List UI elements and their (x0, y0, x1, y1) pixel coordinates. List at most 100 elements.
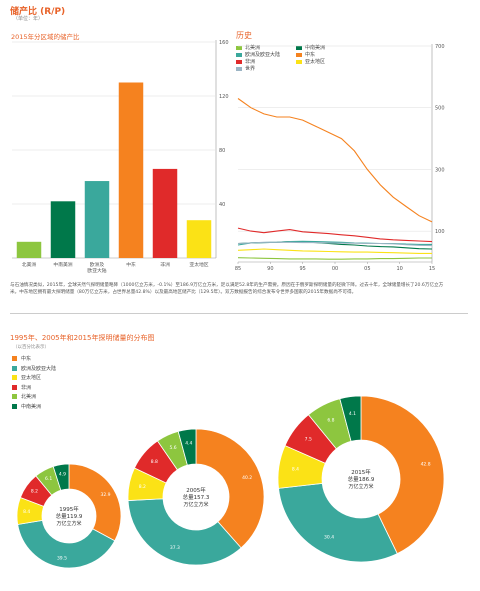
line-series-5 (237, 248, 432, 254)
line-ytick-label: 300 (435, 167, 445, 173)
legend-swatch (296, 59, 302, 64)
donut-legend-item: 中南美洲 (12, 402, 56, 412)
donut-1-slice-5 (177, 428, 197, 466)
legend-label: 亚太地区 (305, 59, 326, 65)
legend-swatch (296, 52, 302, 57)
bar-category-label: 欧亚大陆 (87, 267, 106, 274)
legend-label: 欧洲及欧亚大陆 (21, 365, 57, 372)
donut-slice-label: 8.8 (151, 459, 158, 465)
legend-swatch (12, 375, 17, 381)
line-xtick-label: 15 (429, 266, 435, 272)
legend-label: 亚太地区 (21, 375, 42, 382)
donut-2-slice-1 (278, 482, 398, 563)
bar-ytick-label: 160 (219, 40, 229, 46)
bar-1 (50, 201, 76, 258)
legend-label: 中南美洲 (305, 45, 326, 51)
donut-total-label: 总量119.9 (56, 512, 83, 520)
donut-slice-label: 30.4 (324, 535, 334, 541)
history-legend-item: 北美洲 (236, 44, 260, 51)
donut-slice-label: 4.1 (349, 411, 356, 417)
history-legend-item: 亚太地区 (296, 58, 325, 65)
legend-swatch (12, 394, 17, 400)
donut-unit-label: 万亿立方米 (183, 501, 208, 508)
donut-slice-label: 8.2 (31, 489, 38, 495)
history-legend-item: 中东 (296, 51, 315, 58)
donut-2-slice-0 (360, 395, 445, 555)
bar-category-label: 北美洲 (22, 261, 37, 268)
page-title: 储产比 (R/P) (10, 7, 66, 17)
donut-slice-label: 4.9 (59, 472, 66, 478)
line-xtick-label: 05 (364, 266, 370, 272)
legend-label: 北美洲 (245, 45, 261, 51)
bar-category-label: 非洲 (160, 261, 170, 268)
line-ytick-label: 100 (435, 229, 445, 235)
donut-section-title: 1995年、2005年和2015年探明储量的分布图 (10, 334, 155, 342)
donut-legend-item: 欧洲及欧亚大陆 (12, 364, 56, 374)
bar-5 (186, 220, 212, 258)
donut-slice-label: 4.4 (185, 440, 192, 446)
line-xtick-label: 95 (299, 266, 305, 272)
legend-label: 北美洲 (21, 394, 37, 401)
donut-slice-label: 39.5 (57, 555, 67, 561)
donut-legend-item: 非洲 (12, 383, 56, 393)
donut-0-slice-1 (17, 519, 116, 569)
legend-swatch (236, 66, 242, 71)
legend-label: 非洲 (21, 384, 32, 391)
legend-swatch (296, 45, 302, 50)
donut-slice-label: 40.2 (242, 475, 252, 481)
bar-category-label: 亚太地区 (189, 261, 208, 268)
history-chart-title: 历史 (236, 31, 252, 40)
line-xtick-label: 85 (235, 266, 241, 272)
bar-chart: 40 80 120 160 北美洲 中南美洲 欧洲及欧亚大陆 中东 非洲 亚太地区 (12, 40, 229, 274)
history-legend-item: 欧洲及欧亚大陆 (236, 51, 280, 58)
donut-0-slice-0 (68, 463, 122, 542)
donut-slice-label: 6.1 (45, 476, 52, 482)
donut-slice-label: 6.8 (327, 417, 334, 423)
donut-1-slice-0 (195, 428, 265, 549)
history-line-chart: 100 300 500 700 85 90 95 00 05 10 15 (235, 44, 445, 272)
line-series-6 (237, 241, 433, 247)
donut-slice-label: 8.2 (139, 484, 146, 490)
donut-slice-label: 32.9 (100, 492, 110, 498)
legend-label: 中南美洲 (21, 403, 42, 410)
donut-0-slice-5 (52, 463, 70, 491)
footnote: 与石油情况类似，2015年，全球天然气探明储量略降（1000亿立方米，-0.1%… (10, 283, 444, 295)
bar-category-label: 中南美洲 (53, 261, 72, 268)
legend-swatch (236, 52, 242, 57)
donut-unit-label: 万亿立方米 (348, 483, 373, 490)
legend-swatch (236, 59, 242, 64)
page-unit: （单位：年） (13, 16, 44, 22)
legend-label: 中东 (21, 356, 32, 363)
line-xtick-label: 00 (332, 266, 338, 272)
line-series-4 (237, 227, 433, 243)
donut-unit-label: 万亿立方米 (56, 520, 81, 527)
bar-4 (152, 168, 178, 258)
bar-2 (84, 181, 110, 258)
donut-2-slice-5 (339, 395, 362, 442)
legend-label: 中东 (305, 52, 316, 58)
bar-ytick-label: 120 (219, 94, 229, 100)
donut-slice-label: 8.4 (23, 509, 30, 515)
donut-legend-item: 北美洲 (12, 392, 56, 402)
donut-year-label: 1995年 (59, 505, 79, 513)
bar-0 (16, 241, 42, 258)
donut-slice-label: 5.6 (169, 445, 176, 451)
legend-swatch (12, 403, 17, 409)
legend-swatch (12, 365, 17, 371)
history-legend-item: 非洲 (236, 58, 255, 65)
line-ytick-label: 700 (435, 44, 445, 50)
line-xtick-label: 90 (267, 266, 273, 272)
legend-swatch (236, 45, 242, 50)
donut-legend-item: 亚太地区 (12, 373, 56, 383)
donut-section-unit: （以百分比表示） (13, 345, 49, 350)
donut-legend: 中东欧洲及欧亚大陆 亚太地区非洲北美洲中南美洲 (12, 354, 56, 411)
bar-category-label: 中东 (126, 261, 136, 268)
donut-legend-item: 中东 (12, 354, 56, 364)
bar-3 (118, 82, 144, 258)
line-xtick-label: 10 (396, 266, 402, 272)
bar-chart-title: 2015年分区域的储产比 (11, 33, 80, 41)
donut-slice-label: 37.3 (170, 545, 180, 551)
legend-label: 欧洲及欧亚大陆 (245, 52, 281, 58)
legend-label: 世界 (245, 66, 256, 72)
